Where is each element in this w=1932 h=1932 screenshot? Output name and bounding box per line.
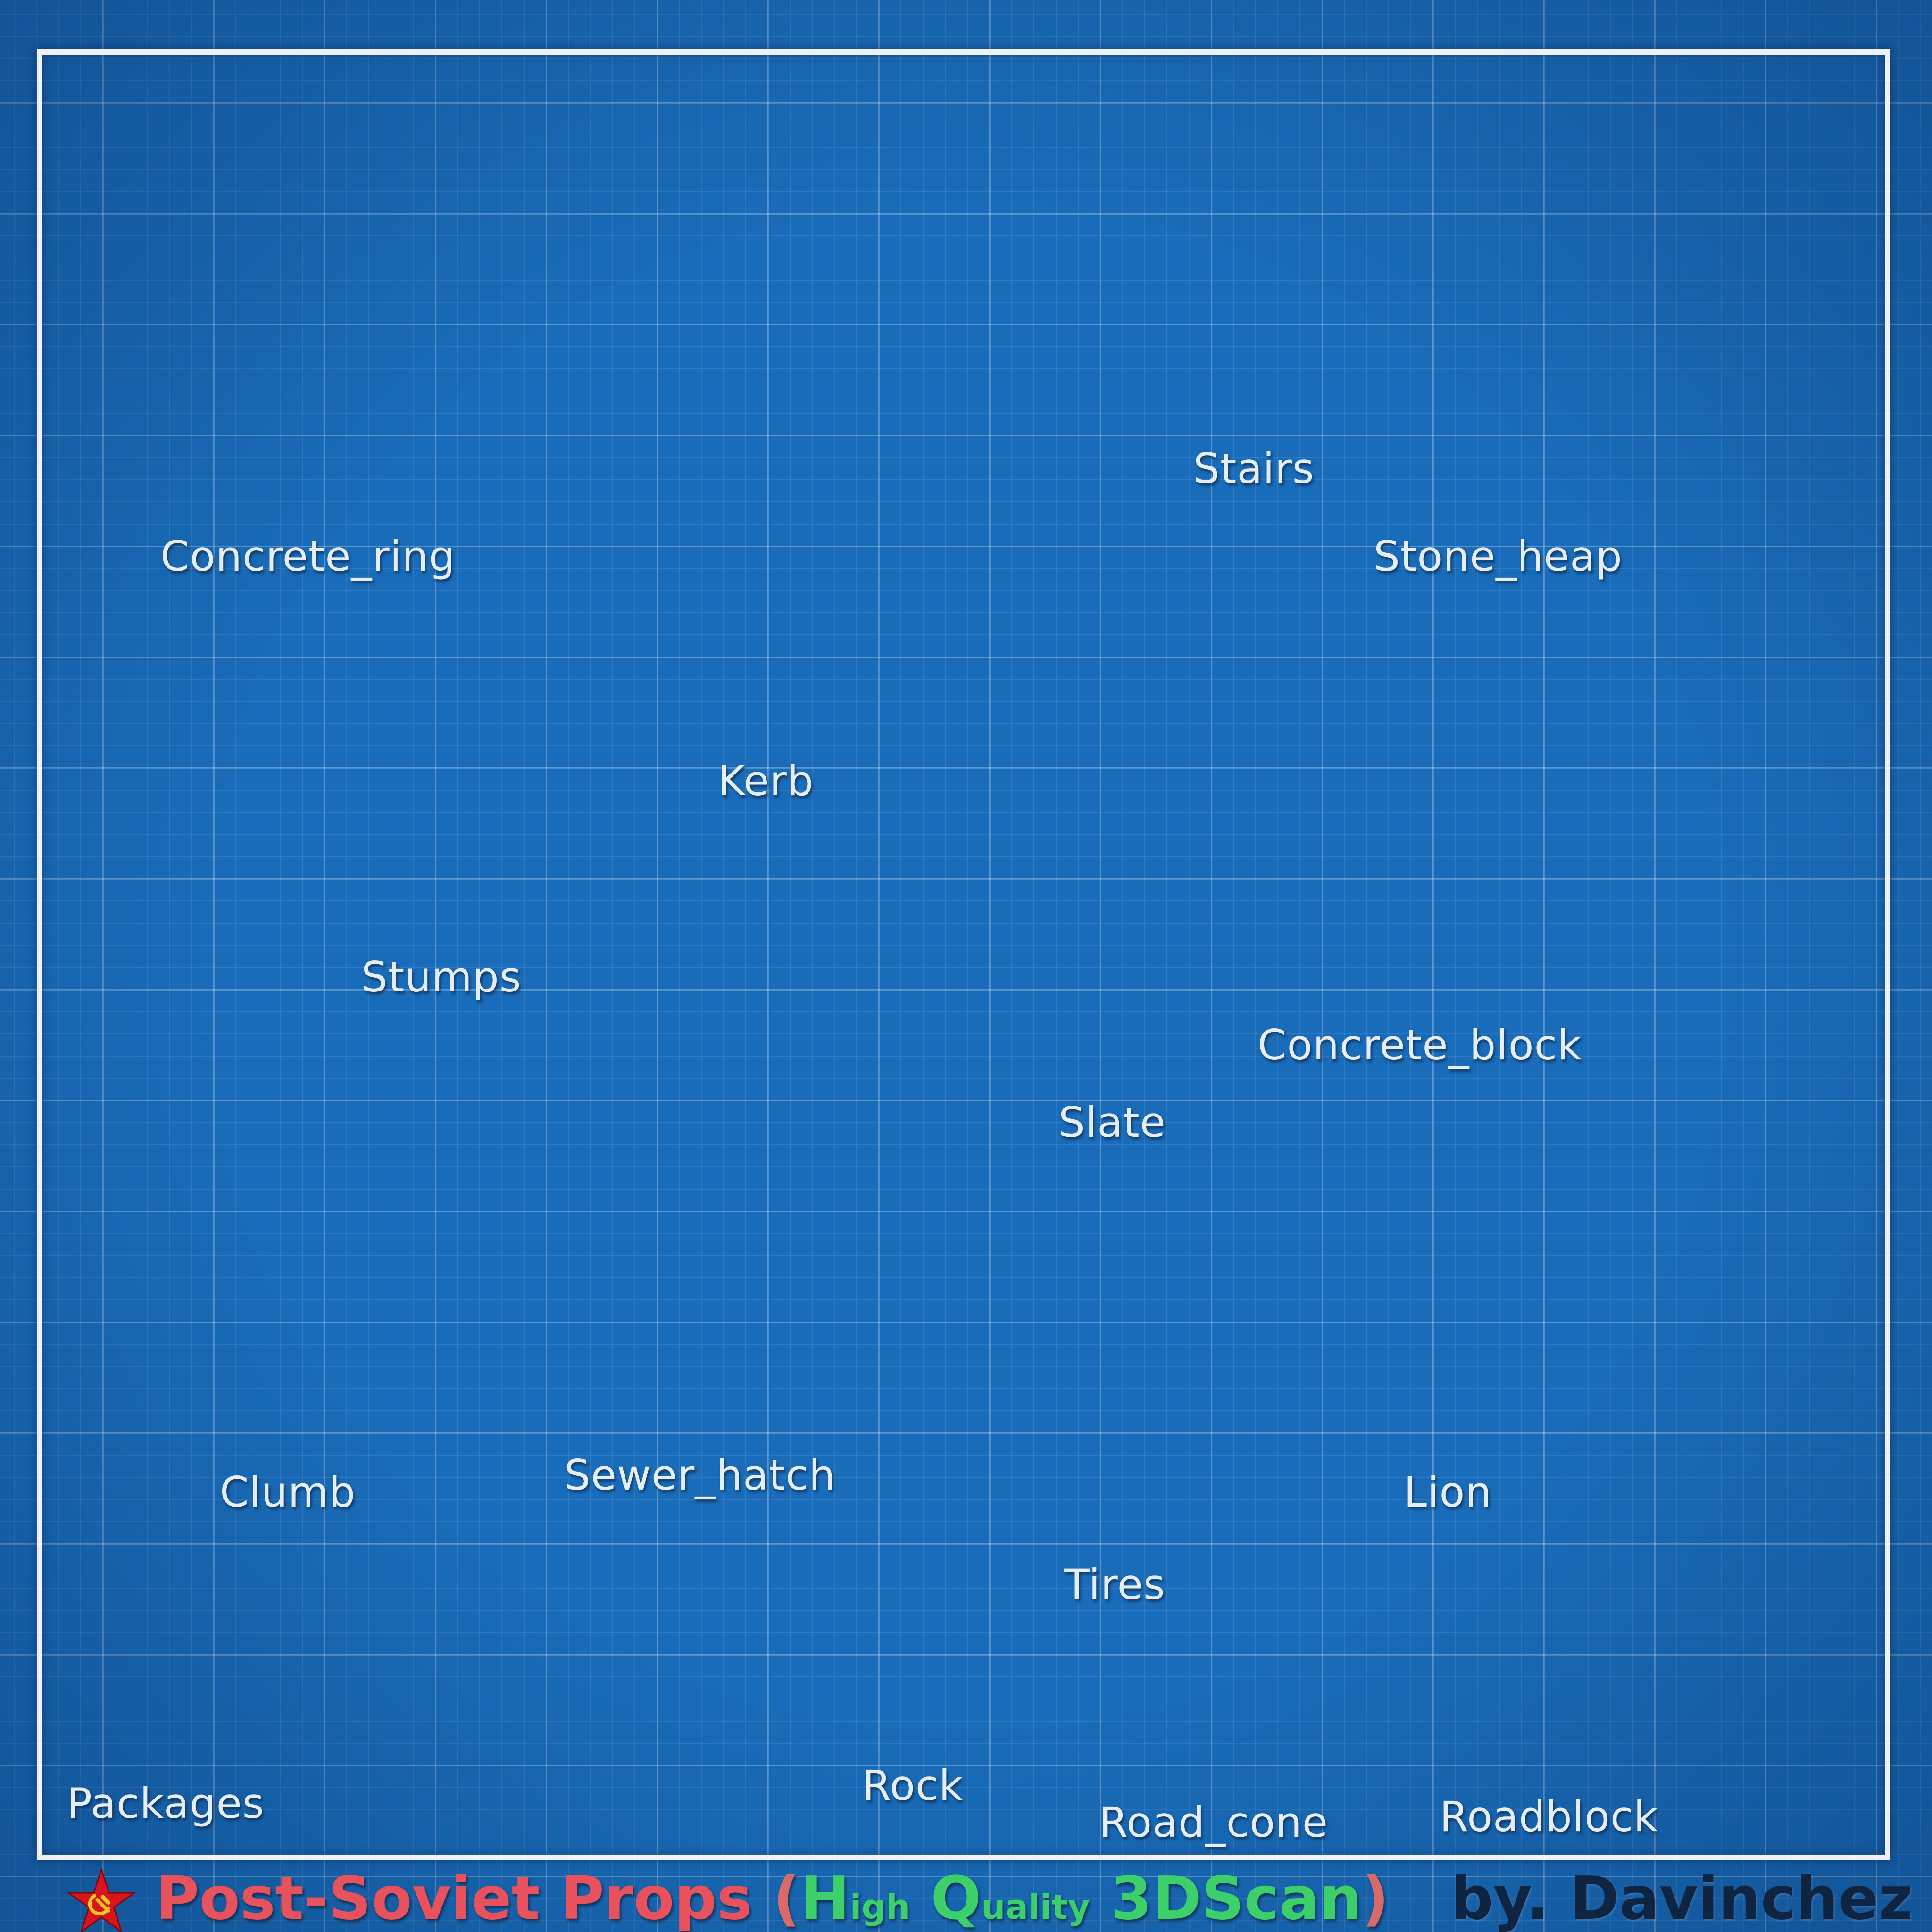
label-stone-heap: Stone_heap bbox=[1374, 532, 1623, 581]
soviet-star-hammer-sickle-icon bbox=[67, 1868, 136, 1932]
label-packages: Packages bbox=[67, 1779, 265, 1828]
title-scan: 3DScan bbox=[1090, 1864, 1362, 1932]
label-clumb: Clumb bbox=[220, 1468, 356, 1516]
label-concrete-ring: Concrete_ring bbox=[160, 532, 456, 581]
label-slate: Slate bbox=[1058, 1098, 1166, 1147]
label-rock: Rock bbox=[862, 1761, 964, 1810]
label-roadblock: Roadblock bbox=[1440, 1792, 1658, 1841]
label-tires: Tires bbox=[1064, 1560, 1166, 1609]
title-h-rest: igh bbox=[849, 1887, 910, 1927]
label-stairs: Stairs bbox=[1193, 444, 1315, 493]
map-frame bbox=[37, 49, 1890, 1860]
title-paren-close: ) bbox=[1362, 1864, 1389, 1932]
footer-bar: Post-Soviet Props (High Quality 3DScan) … bbox=[0, 1863, 1932, 1932]
footer-title: Post-Soviet Props (High Quality 3DScan) bbox=[156, 1863, 1389, 1932]
author-credit: by. Davinchez bbox=[1450, 1864, 1913, 1932]
label-stumps: Stumps bbox=[361, 953, 522, 1001]
title-main: Post-Soviet Props bbox=[156, 1864, 752, 1932]
label-kerb: Kerb bbox=[718, 757, 814, 805]
label-lion: Lion bbox=[1404, 1468, 1492, 1516]
title-q-rest: uality bbox=[981, 1887, 1090, 1927]
title-paren-open: ( bbox=[752, 1864, 800, 1932]
title-q-cap: Q bbox=[910, 1864, 982, 1932]
title-h-cap: H bbox=[800, 1864, 850, 1932]
label-concrete-block: Concrete_block bbox=[1257, 1021, 1582, 1069]
label-sewer-hatch: Sewer_hatch bbox=[564, 1451, 836, 1499]
label-road-cone: Road_cone bbox=[1099, 1798, 1328, 1847]
